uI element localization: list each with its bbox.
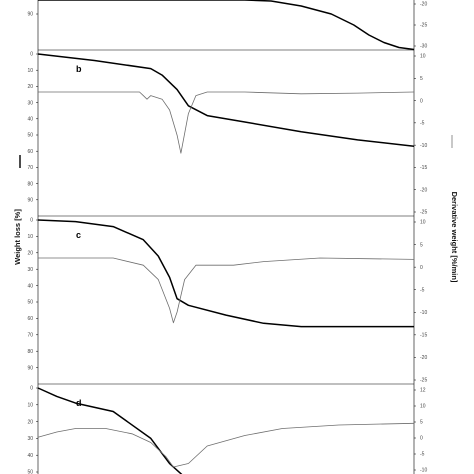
- right-tick-label: 0: [420, 98, 423, 104]
- weight-loss-curve: [37, 219, 414, 328]
- left-tick-label: 50: [27, 300, 33, 306]
- panel-letter: b: [76, 64, 82, 74]
- left-tick-label: 20: [27, 84, 33, 90]
- derivative-weight-curve: [38, 91, 415, 154]
- left-tick-label: 0: [30, 52, 33, 58]
- left-axis-label: Weight loss [%]: [13, 209, 22, 265]
- right-tick-label: -15: [420, 333, 427, 339]
- weight-loss-curve: [37, 387, 183, 474]
- right-tick-label: 5: [420, 420, 423, 426]
- right-tick-label: -30: [420, 44, 427, 50]
- left-tick-label: 90: [27, 198, 33, 204]
- right-tick-label: 10: [420, 54, 426, 60]
- left-tick-label: 10: [27, 234, 33, 240]
- left-tick-label: 90: [27, 365, 33, 371]
- right-tick-label: 10: [420, 220, 426, 226]
- right-tick-label: -20: [420, 2, 427, 8]
- left-tick-label: 50: [27, 133, 33, 139]
- right-tick-label: -5: [420, 452, 425, 458]
- left-tick-label: 40: [27, 453, 33, 459]
- left-tick-label: 0: [30, 386, 33, 392]
- panel-letter: c: [76, 230, 81, 240]
- right-tick-label: -10: [420, 143, 427, 149]
- panels: 90-20-25-3001020304050607080901050-5-10-…: [27, 0, 427, 474]
- left-tick-label: 50: [27, 470, 33, 474]
- left-tick-label: 80: [27, 349, 33, 355]
- left-tick-label: 0: [30, 218, 33, 224]
- left-tick-label: 40: [27, 117, 33, 123]
- left-tick-label: 70: [27, 333, 33, 339]
- right-tick-label: 0: [420, 265, 423, 271]
- right-axis-label: Derivative weight [%/min]: [450, 192, 459, 283]
- right-tick-label: -20: [420, 355, 427, 361]
- panel-letter: d: [76, 398, 82, 408]
- left-tick-label: 60: [27, 149, 33, 155]
- left-tick-label: 30: [27, 100, 33, 106]
- right-tick-label: -5: [420, 287, 425, 293]
- right-tick-label: -5: [420, 121, 425, 127]
- right-tick-label: -25: [420, 378, 427, 384]
- left-tick-label: 20: [27, 419, 33, 425]
- weight-loss-curve: [38, 0, 415, 51]
- right-tick-label: 10: [420, 404, 426, 410]
- right-tick-label: 0: [420, 436, 423, 442]
- derivative-weight-curve: [38, 257, 415, 324]
- left-tick-label: 10: [27, 403, 33, 409]
- right-tick-label: 5: [420, 76, 423, 82]
- left-tick-label: 90: [27, 12, 33, 18]
- derivative-weight-curve: [37, 422, 415, 468]
- right-tick-label: 5: [420, 242, 423, 248]
- right-tick-label: 12: [420, 388, 426, 394]
- right-tick-label: -25: [420, 210, 427, 216]
- left-tick-label: 10: [27, 68, 33, 74]
- left-tick-label: 70: [27, 165, 33, 171]
- right-tick-label: -25: [420, 23, 427, 29]
- left-tick-label: 60: [27, 316, 33, 322]
- right-tick-label: -15: [420, 165, 427, 171]
- right-tick-label: -10: [420, 310, 427, 316]
- left-tick-label: 30: [27, 436, 33, 442]
- left-tick-label: 20: [27, 251, 33, 257]
- weight-loss-curve: [37, 53, 415, 148]
- left-tick-label: 30: [27, 267, 33, 273]
- right-tick-label: -10: [420, 468, 427, 474]
- left-tick-label: 40: [27, 283, 33, 289]
- right-tick-label: -20: [420, 187, 427, 193]
- panel-a: 90 -20 -25 -30: [27, 0, 427, 51]
- left-tick-label: 80: [27, 181, 33, 187]
